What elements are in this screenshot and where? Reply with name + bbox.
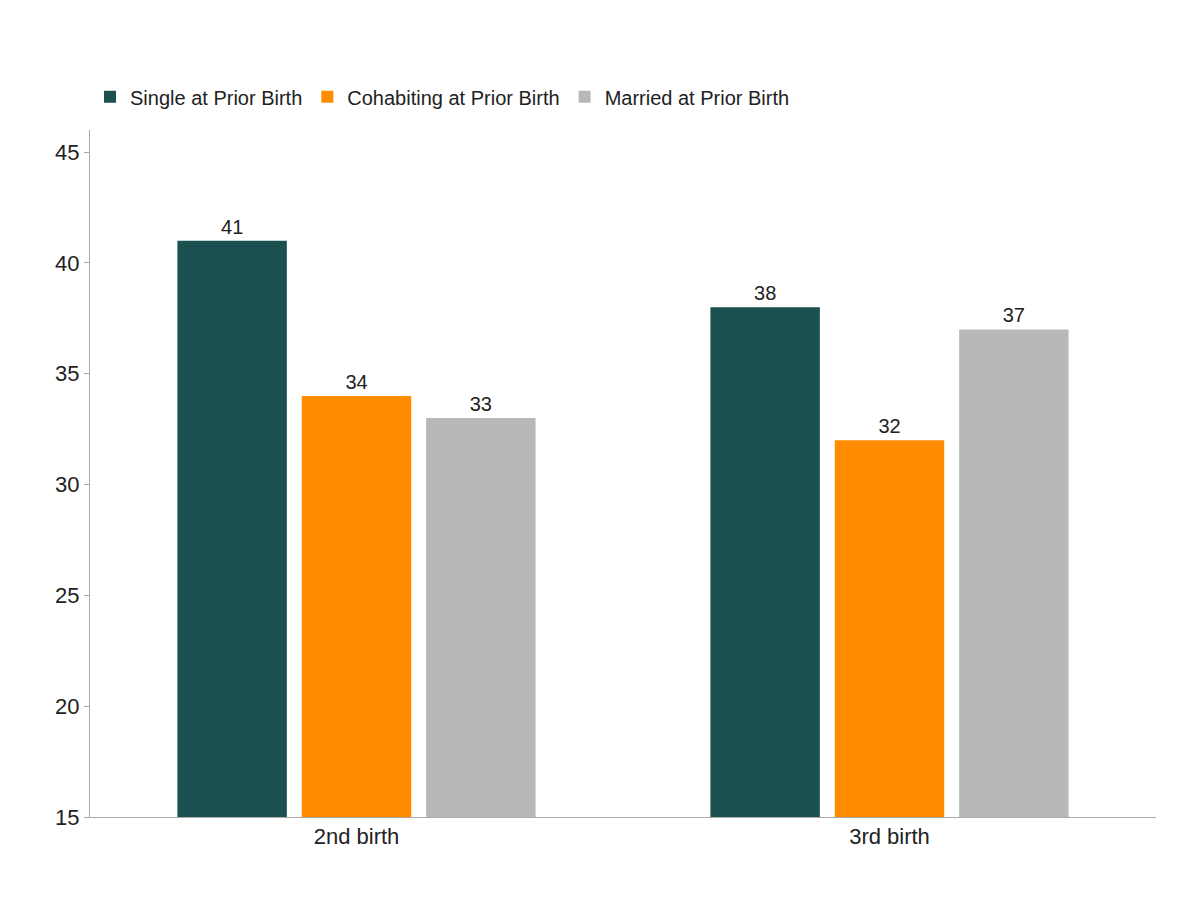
svg-text:33: 33: [470, 393, 492, 415]
svg-text:35: 35: [55, 361, 79, 386]
svg-text:34: 34: [345, 371, 367, 393]
svg-text:Married at Prior Birth: Married at Prior Birth: [605, 87, 790, 109]
svg-text:41: 41: [221, 216, 243, 238]
svg-text:40: 40: [55, 251, 79, 276]
svg-text:37: 37: [1003, 304, 1025, 326]
svg-text:30: 30: [55, 472, 79, 497]
svg-text:45: 45: [55, 140, 79, 165]
svg-text:20: 20: [55, 694, 79, 719]
svg-text:2nd birth: 2nd birth: [314, 824, 400, 849]
svg-text:38: 38: [754, 282, 776, 304]
svg-text:Single at Prior Birth: Single at Prior Birth: [130, 87, 302, 109]
svg-text:32: 32: [878, 415, 900, 437]
svg-text:25: 25: [55, 583, 79, 608]
svg-text:15: 15: [55, 805, 79, 830]
svg-text:3rd birth: 3rd birth: [849, 824, 930, 849]
svg-text:Cohabiting at Prior Birth: Cohabiting at Prior Birth: [347, 87, 559, 109]
